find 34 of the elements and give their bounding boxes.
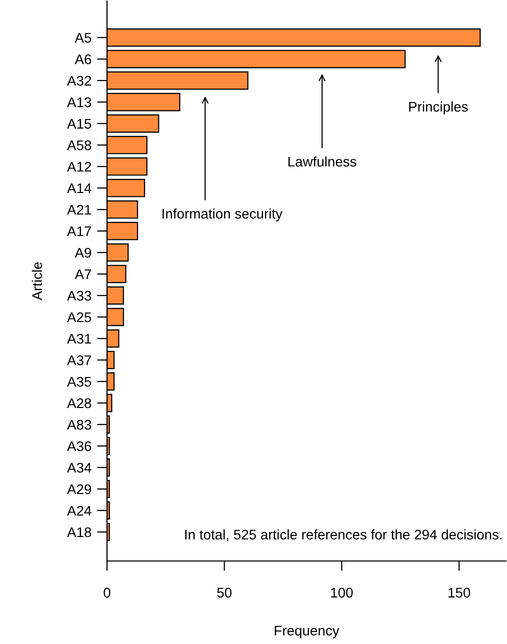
- y-tick-label: A17: [67, 226, 92, 236]
- y-tick-label: A5: [74, 33, 92, 43]
- y-tick-label: A15: [67, 119, 92, 129]
- x-tick-label: 0: [104, 588, 110, 598]
- y-tick-label: A6: [74, 54, 92, 64]
- y-tick-label: A36: [67, 441, 92, 452]
- x-tick-label: 150: [448, 588, 470, 598]
- y-tick-label: A9: [74, 248, 92, 258]
- y-tick-label: A13: [67, 97, 92, 108]
- y-axis-title: Article: [32, 262, 42, 300]
- y-tick-label: A25: [67, 312, 92, 322]
- y-tick-label: A35: [67, 376, 92, 387]
- y-tick-label: A21: [67, 204, 92, 215]
- y-tick-label: A33: [67, 290, 92, 301]
- y-tick-label: A28: [67, 398, 92, 408]
- y-tick-label: A32: [67, 76, 92, 86]
- y-tick-label: A37: [67, 355, 92, 366]
- y-tick-label: A18: [67, 527, 92, 538]
- annotation: Lawfulness: [288, 156, 356, 167]
- x-axis-title: Frequency: [274, 626, 340, 638]
- x-tick-label: 100: [331, 588, 353, 598]
- annotation: In total, 525 article references for the 294 decisions.: [185, 529, 502, 542]
- y-tick-label: A58: [67, 140, 92, 150]
- y-tick-label: A24: [67, 506, 92, 516]
- y-tick-label: A29: [67, 484, 92, 494]
- y-tick-label: A31: [67, 334, 92, 344]
- y-tick-label: A7: [74, 269, 92, 280]
- y-tick-label: A12: [67, 162, 92, 172]
- y-tick-label: A83: [67, 420, 92, 430]
- x-tick-label: 50: [217, 588, 232, 598]
- annotation: Information security: [162, 208, 282, 222]
- y-tick-label: A14: [67, 184, 92, 194]
- y-tick-label: A34: [67, 462, 92, 473]
- annotation: Principles: [409, 101, 468, 114]
